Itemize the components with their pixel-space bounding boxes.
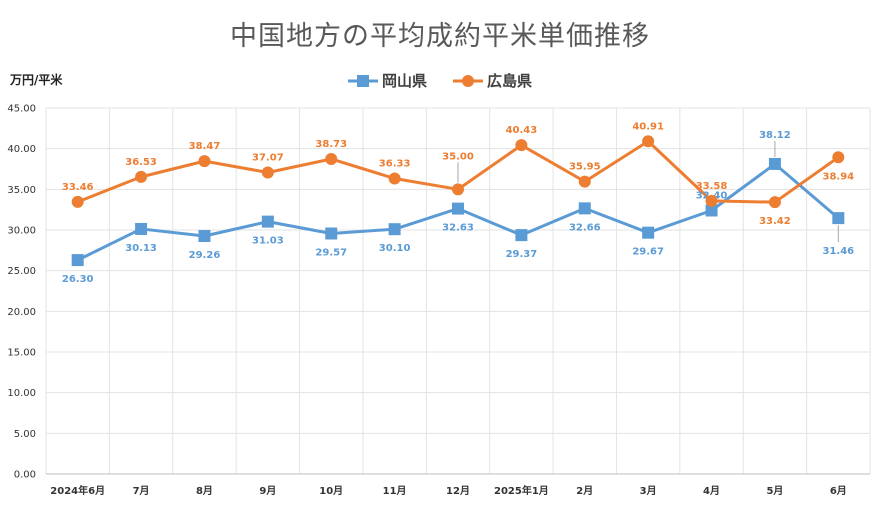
data-label-hiroshima: 33.42 xyxy=(759,216,791,227)
data-label-hiroshima: 35.00 xyxy=(442,151,474,162)
legend-marker-square-icon xyxy=(347,74,378,87)
legend-marker-circle-icon xyxy=(453,74,483,87)
data-point-okayama xyxy=(768,157,781,170)
x-tick-label: 12月 xyxy=(446,485,470,497)
data-point-hiroshima xyxy=(642,135,655,148)
x-tick-label: 5月 xyxy=(766,485,783,497)
data-point-hiroshima xyxy=(135,170,148,183)
data-label-okayama: 31.03 xyxy=(252,236,284,247)
data-label-hiroshima: 40.91 xyxy=(632,121,664,132)
data-point-okayama xyxy=(705,204,718,217)
legend-label-okayama: 岡山県 xyxy=(381,72,427,90)
x-tick-label: 10月 xyxy=(319,485,343,497)
data-point-okayama xyxy=(71,254,84,267)
data-label-hiroshima: 36.33 xyxy=(379,159,411,170)
data-point-hiroshima xyxy=(452,183,464,196)
data-label-hiroshima: 33.46 xyxy=(62,182,94,193)
data-point-hiroshima xyxy=(198,155,211,168)
data-label-okayama: 31.46 xyxy=(822,246,854,257)
x-tick-label: 11月 xyxy=(383,485,407,497)
y-tick-label: 45.00 xyxy=(7,104,36,115)
data-label-okayama: 32.66 xyxy=(569,222,601,233)
data-label-okayama: 29.37 xyxy=(506,249,538,260)
data-point-okayama xyxy=(578,202,591,215)
data-point-okayama xyxy=(642,226,655,239)
data-label-hiroshima: 33.58 xyxy=(696,181,728,192)
data-point-okayama xyxy=(135,222,148,235)
data-point-okayama xyxy=(515,229,528,242)
data-point-okayama xyxy=(261,215,274,228)
data-point-hiroshima xyxy=(515,139,528,152)
y-tick-label: 5.00 xyxy=(14,429,36,440)
x-tick-label: 8月 xyxy=(196,485,213,497)
data-label-hiroshima: 38.47 xyxy=(189,141,221,152)
y-tick-label: 15.00 xyxy=(7,348,36,359)
legend: 岡山県 広島県 xyxy=(0,70,880,91)
data-point-hiroshima xyxy=(261,166,274,179)
data-point-hiroshima xyxy=(578,175,591,188)
y-tick-label: 10.00 xyxy=(7,388,36,399)
y-tick-label: 0.00 xyxy=(14,470,36,481)
legend-item-hiroshima: 広島県 xyxy=(453,70,532,91)
data-point-hiroshima xyxy=(832,151,845,164)
y-tick-label: 25.00 xyxy=(7,266,36,277)
data-point-hiroshima xyxy=(388,172,401,185)
x-tick-label: 6月 xyxy=(830,485,847,497)
x-tick-label: 7月 xyxy=(133,485,150,497)
x-tick-label: 4月 xyxy=(703,485,720,497)
data-label-okayama: 29.67 xyxy=(632,247,664,258)
legend-item-okayama: 岡山県 xyxy=(347,70,427,91)
data-point-hiroshima xyxy=(325,152,338,165)
data-label-okayama: 29.26 xyxy=(189,250,221,261)
data-point-okayama xyxy=(325,227,338,240)
legend-label-hiroshima: 広島県 xyxy=(487,72,533,90)
y-axis-unit-label: 万円/平米 xyxy=(10,73,63,87)
data-label-okayama: 32.63 xyxy=(442,223,474,234)
data-point-hiroshima xyxy=(705,194,718,207)
data-label-okayama: 29.57 xyxy=(315,247,347,258)
data-point-okayama xyxy=(452,202,464,215)
data-label-hiroshima: 38.73 xyxy=(315,139,347,150)
data-point-okayama xyxy=(198,230,211,243)
data-label-hiroshima: 40.43 xyxy=(506,125,538,136)
y-tick-label: 35.00 xyxy=(7,185,36,196)
x-tick-label: 2月 xyxy=(576,485,593,497)
data-point-hiroshima xyxy=(768,196,781,209)
data-label-hiroshima: 35.95 xyxy=(569,162,601,173)
x-tick-label: 3月 xyxy=(640,485,657,497)
data-label-okayama: 30.10 xyxy=(379,243,411,254)
data-point-okayama xyxy=(832,212,845,225)
data-point-okayama xyxy=(388,223,401,236)
data-label-hiroshima: 36.53 xyxy=(125,157,157,168)
x-tick-label: 9月 xyxy=(259,485,276,497)
data-point-hiroshima xyxy=(71,195,84,208)
y-tick-label: 40.00 xyxy=(7,144,36,155)
y-tick-label: 20.00 xyxy=(7,307,36,318)
data-label-hiroshima: 37.07 xyxy=(252,152,284,163)
data-label-hiroshima: 38.94 xyxy=(822,171,854,182)
chart-title: 中国地方の平均成約平米単価推移 xyxy=(230,21,650,52)
data-label-okayama: 38.12 xyxy=(759,130,791,141)
data-label-okayama: 30.13 xyxy=(125,243,157,254)
x-tick-label: 2025年1月 xyxy=(494,484,549,497)
data-label-okayama: 26.30 xyxy=(62,274,94,285)
y-tick-label: 30.00 xyxy=(7,226,36,237)
x-tick-label: 2024年6月 xyxy=(50,484,105,497)
